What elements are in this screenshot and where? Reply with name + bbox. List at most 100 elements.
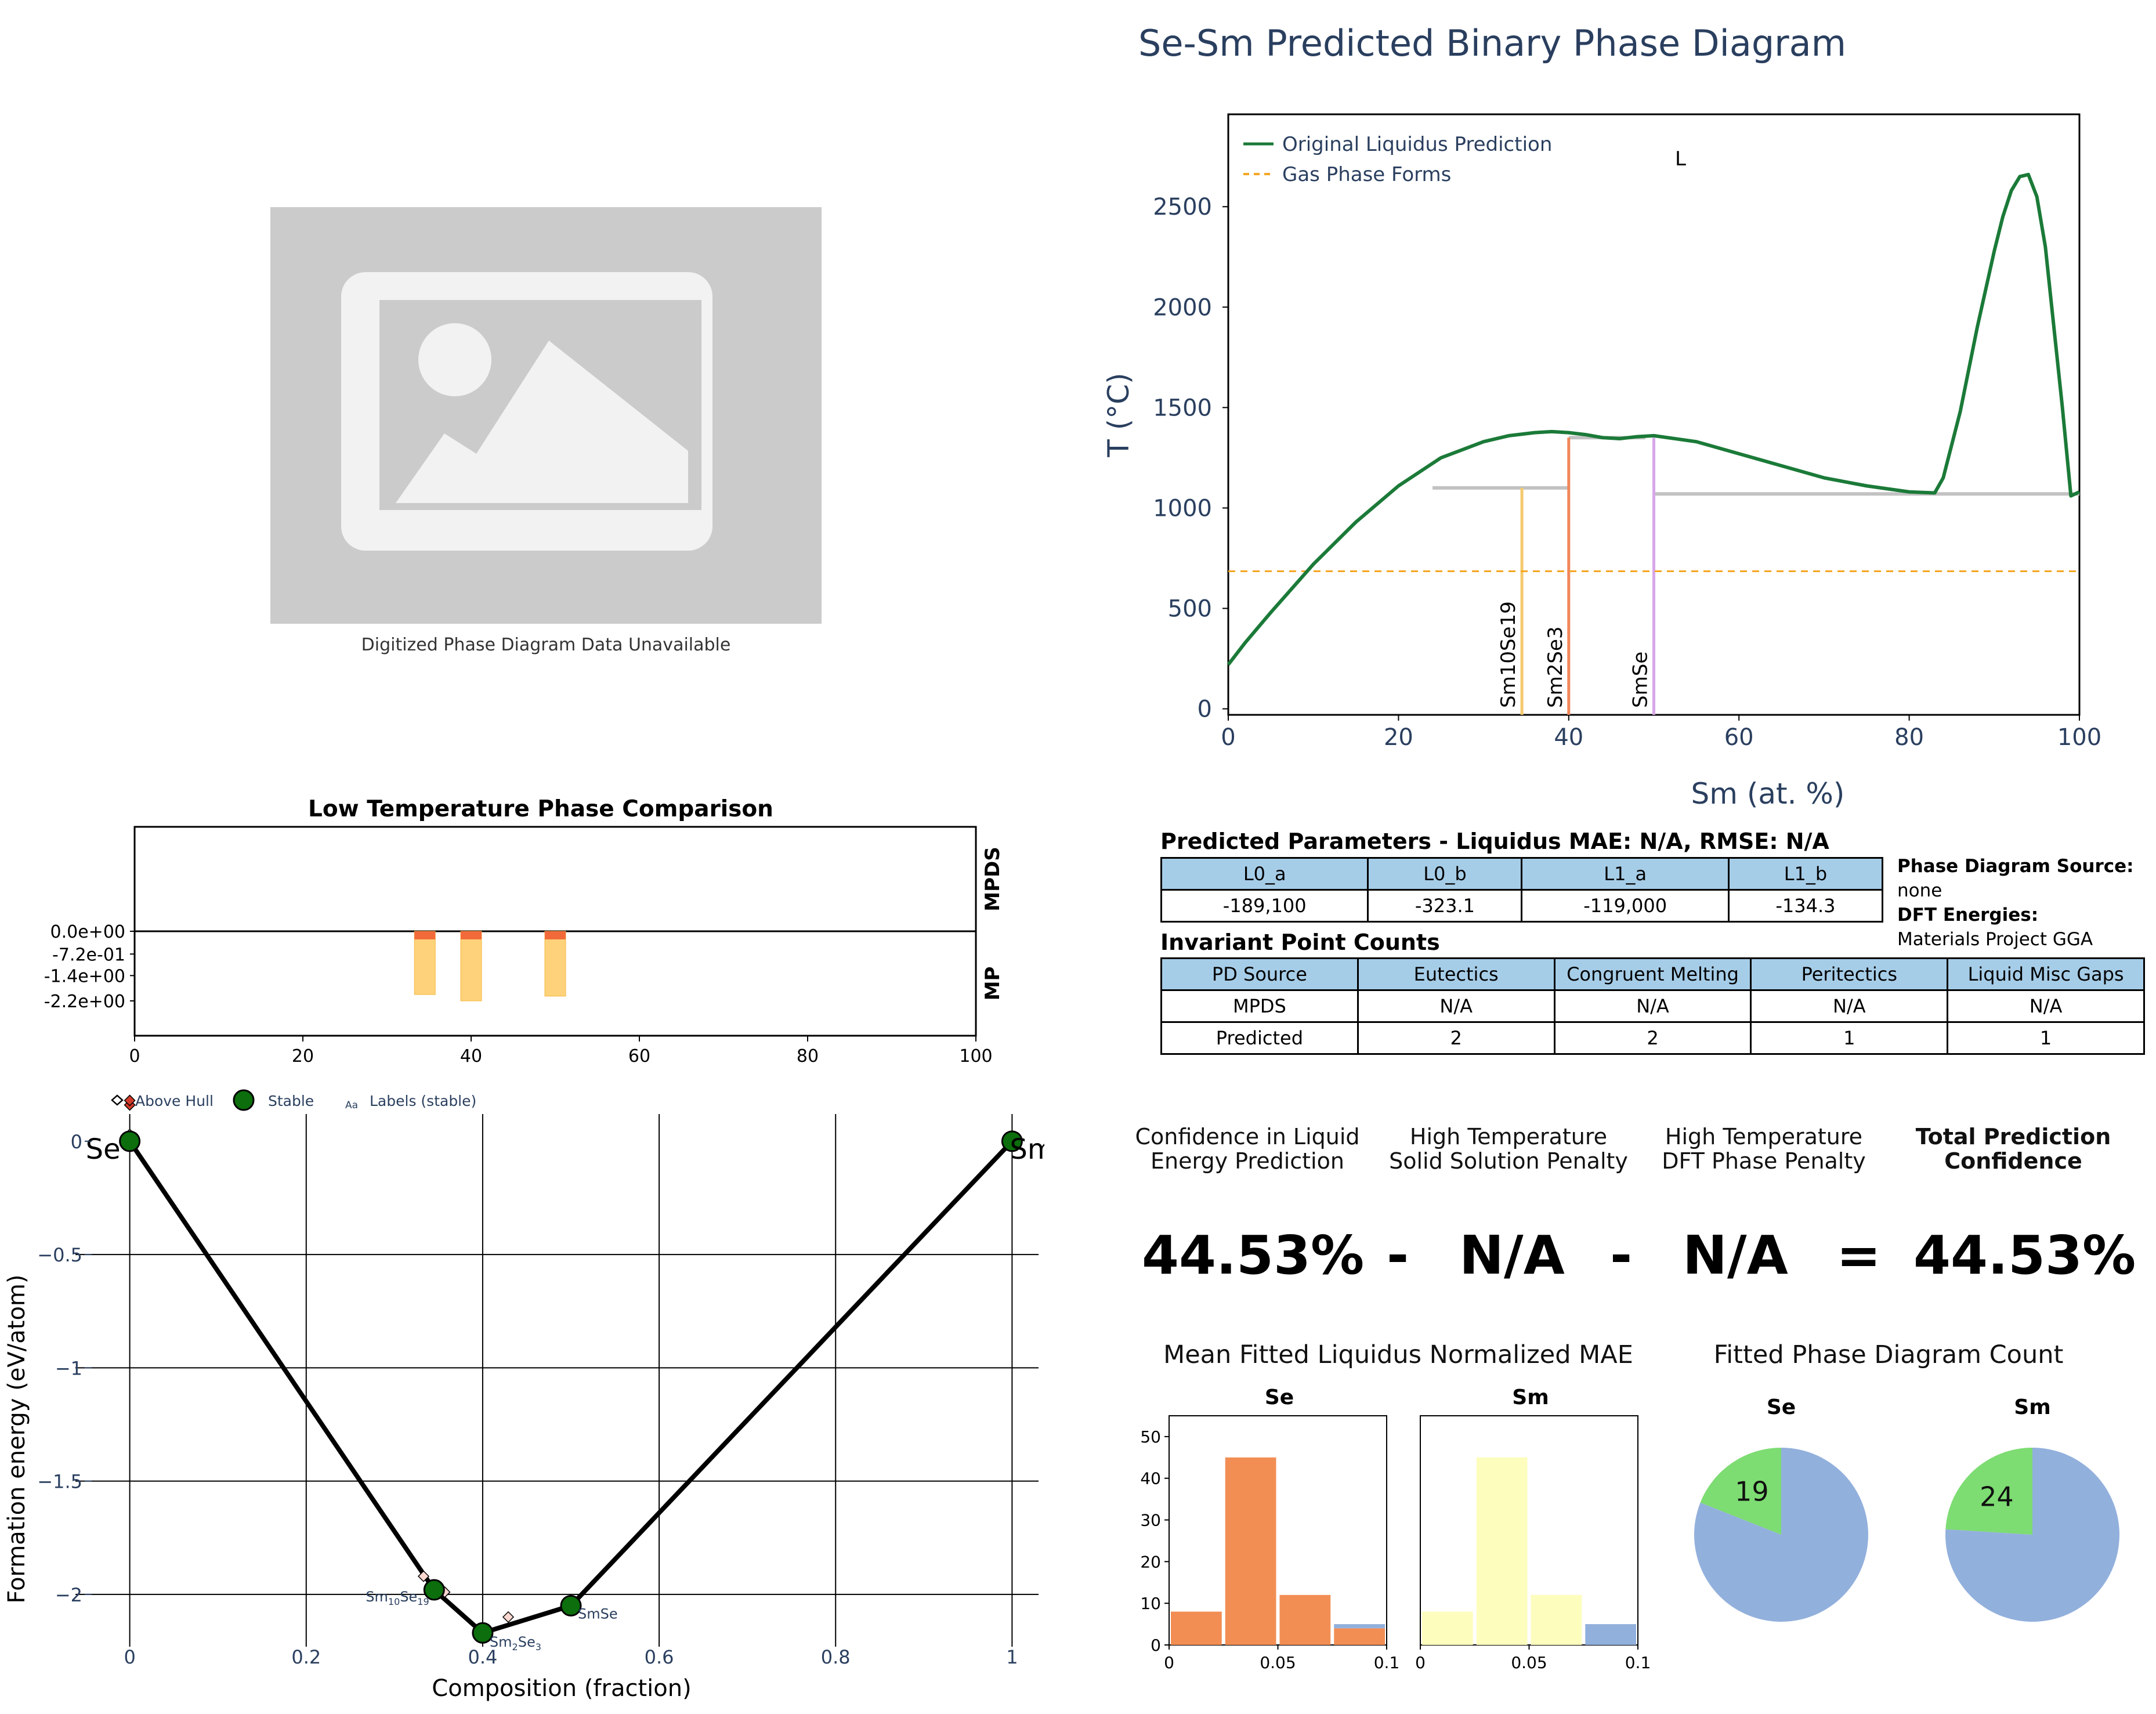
invariant-cell: 1	[1947, 1021, 2145, 1055]
mae-y-tick-label: 40	[1140, 1469, 1161, 1488]
dft-source-label: DFT Energies:	[1897, 905, 2039, 925]
mae-se-bar	[1225, 1457, 1276, 1645]
x-tick-label: 60	[1724, 724, 1754, 751]
invariant-title: Invariant Point Counts	[1160, 930, 1440, 955]
mae-y-tick-label: 50	[1140, 1427, 1161, 1447]
compound-label: Sm10Se19	[1497, 601, 1520, 708]
pie-panel-title-sm: Sm	[2014, 1395, 2050, 1419]
invariant-cell: N/A	[1947, 989, 2145, 1023]
mp-energy-bar-cap	[461, 931, 482, 939]
mp-energy-bar	[460, 931, 482, 1001]
pie-panel-title-se: Se	[1767, 1395, 1796, 1419]
solid-solution-penalty-value: N/A	[1459, 1224, 1565, 1286]
y-tick-label: 0	[1198, 696, 1212, 723]
pie-sm-slice-label: 24	[1980, 1481, 2014, 1512]
mae-sm-x-tick-label: 0.05	[1511, 1653, 1547, 1672]
phase-diagram-title: Se-Sm Predicted Binary Phase Diagram	[1138, 22, 1847, 64]
invariant-header-cell: Peritectics	[1750, 957, 1949, 991]
dft-phase-penalty-value: N/A	[1683, 1224, 1788, 1286]
pie-se-slice-label: 19	[1735, 1476, 1769, 1507]
y-tick-label: 2000	[1153, 294, 1212, 321]
params-header-cell: L0_b	[1367, 857, 1523, 891]
x-tick-label: 80	[1894, 724, 1924, 751]
invariant-cell: N/A	[1356, 989, 1555, 1023]
ltpc-row-label-mp: MP	[981, 967, 1004, 1001]
mae-y-tick-label: 30	[1140, 1511, 1161, 1530]
mae-sm-bar	[1422, 1611, 1473, 1645]
legend-labels-glyph: Aa	[345, 1100, 358, 1111]
legend-liquidus-label: Original Liquidus Prediction	[1282, 133, 1552, 156]
placeholder-image	[270, 207, 822, 624]
mp-energy-bar	[414, 931, 436, 995]
hull-y-tick-label: −2	[55, 1584, 82, 1606]
hull-x-tick-label: 0	[124, 1646, 135, 1668]
mp-energy-bar	[544, 931, 566, 997]
phase-diagram-chart: 0 20 40 60 80 100 0 500 1000 1500 2000 2500 Sm10Se…	[1102, 113, 2100, 811]
pie-se-slice	[1694, 1448, 1868, 1622]
legend-stable-label: Stable	[268, 1093, 314, 1109]
hull-y-tick-label: −1	[55, 1357, 82, 1379]
ltpc-x-tick-label: 80	[797, 1046, 819, 1066]
params-value-cell: -134.3	[1727, 889, 1884, 923]
hull-xlabel: Composition (fraction)	[432, 1675, 691, 1702]
ltpc-y-tick-label: -7.2e-01	[52, 945, 125, 965]
mae-y-tick-label: 20	[1140, 1552, 1161, 1571]
phase-diagram-ylabel: T (°C)	[1102, 373, 1135, 457]
mp-energy-bar-cap	[545, 931, 566, 939]
pie-sm-slice	[1945, 1448, 2119, 1622]
above-hull-point	[124, 1094, 136, 1106]
liquid-region-label: L	[1675, 147, 1686, 171]
minus-operator: -	[1387, 1224, 1409, 1286]
ltpc-title: Low Temperature Phase Comparison	[308, 796, 773, 822]
hull-x-tick-label: 1	[1006, 1646, 1018, 1668]
mae-sm-x-tick-label: 0	[1415, 1653, 1426, 1672]
invariant-cell: 2	[1356, 1021, 1555, 1055]
pie-se-slice	[1700, 1448, 1781, 1535]
minus-operator: -	[1610, 1224, 1633, 1286]
above-hull-point	[502, 1611, 515, 1623]
invariant-cell: N/A	[1553, 989, 1752, 1023]
hull-x-tick-label: 0.2	[291, 1646, 321, 1668]
hull-line	[128, 1140, 1014, 1636]
stable-point	[119, 1130, 141, 1152]
hull-y-tick-label: −1.5	[37, 1471, 82, 1493]
endpoint-label-se: Se	[86, 1133, 121, 1166]
pd-source-label: Phase Diagram Source:	[1897, 856, 2134, 877]
params-header-cell: L1_a	[1521, 857, 1730, 891]
ltpc-x-tick-label: 40	[460, 1046, 482, 1066]
y-tick-label: 1500	[1153, 395, 1212, 421]
mae-panel-title-se: Se	[1265, 1386, 1294, 1409]
hull-ylabel: Formation energy (eV/atom)	[3, 1275, 30, 1604]
mae-charts: Se Sm Se Sm 0 0.05 0.1 0 10 20 30 40 50 0 0.05 0.1…	[1140, 1386, 2119, 1672]
hull-chart: Above Hull Stable Aa Labels (stable) Se S…	[3, 1089, 1044, 1702]
stable-compound-label: Sm10Se19	[366, 1589, 429, 1607]
mae-se-bar	[1171, 1611, 1222, 1645]
ltpc-chart: 0.0e+00 -7.2e-01-1.4e+00 -2.2e+00 0 20 40 60 8…	[44, 826, 1004, 1066]
invariant-header-cell: Congruent Melting	[1553, 957, 1752, 991]
liquid-confidence-value: 44.53%	[1142, 1224, 1365, 1286]
mae-y-tick-label: 10	[1140, 1594, 1161, 1613]
invariant-cell: MPDS	[1160, 989, 1359, 1023]
mae-y-tick-label: 0	[1151, 1636, 1161, 1655]
compound-label: SmSe	[1629, 652, 1652, 708]
mae-sm-bar	[1476, 1457, 1528, 1645]
params-value-cell: -323.1	[1367, 889, 1523, 923]
ltpc-y-tick-label: -1.4e+00	[44, 966, 125, 986]
ltpc-x-tick-label: 100	[959, 1046, 992, 1066]
total-confidence-label: Total Prediction Confidence	[1915, 1124, 2111, 1174]
above-hull-point	[417, 1570, 430, 1582]
params-value-cell: -119,000	[1521, 889, 1730, 923]
endpoint-label-sm: Sm	[1010, 1133, 1044, 1166]
x-tick-label: 40	[1554, 724, 1583, 751]
legend-stable-marker	[233, 1089, 255, 1111]
total-confidence-value: 44.53%	[1913, 1224, 2136, 1286]
stable-compound-label: SmSe	[578, 1605, 618, 1622]
invariant-header-cell: PD Source	[1160, 957, 1359, 991]
mp-energy-bar-cap	[414, 931, 436, 939]
x-tick-label: 100	[2057, 724, 2100, 751]
hull-y-tick-label: 0	[71, 1131, 82, 1153]
mae-se-frame	[1169, 1415, 1387, 1646]
ltpc-y-tick-label: -2.2e+00	[44, 992, 125, 1012]
phase-diagram-xlabel: Sm (at. %)	[1691, 777, 1845, 811]
legend-labels-label: Labels (stable)	[370, 1093, 476, 1109]
